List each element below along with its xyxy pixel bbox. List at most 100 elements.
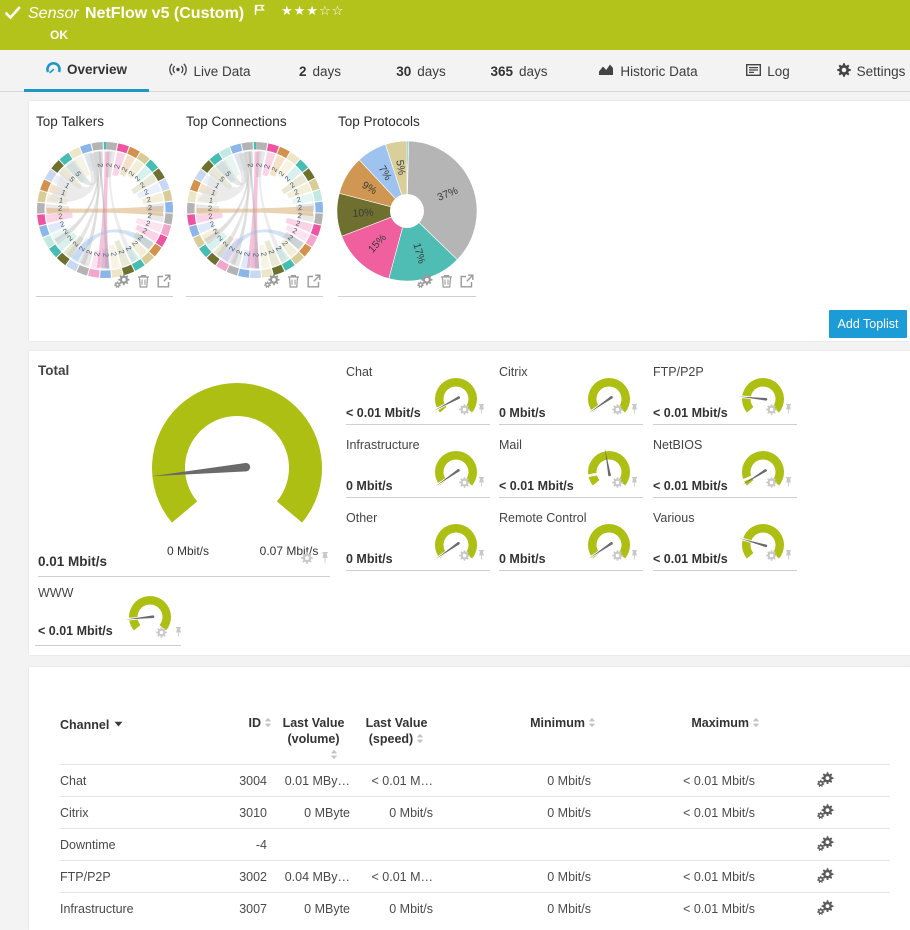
gauge-settings-gear-icon[interactable] (612, 548, 623, 566)
gauge-settings-gear-icon[interactable] (612, 475, 623, 493)
tab-settings[interactable]: Settings (830, 50, 910, 92)
table-row-infrastructure[interactable]: Infrastructure 3007 0 MByte 0 Mbit/s 0 M… (60, 892, 890, 925)
toplist-top-protocols: Top Protocols 37% 17% 15% 10% 9% 7% 5% (336, 111, 478, 297)
table-row-chat[interactable]: Chat 3004 0.01 MBy… < 0.01 M… 0 Mbit/s <… (60, 764, 890, 797)
gauge-pin-icon[interactable] (630, 475, 639, 493)
gauge-settings-gear-icon[interactable] (612, 402, 623, 420)
sort-arrows-icon (588, 716, 596, 732)
svg-text:2: 2 (132, 174, 141, 183)
toplist-settings-gears-icon[interactable] (264, 274, 280, 293)
svg-text:2: 2 (65, 233, 74, 243)
cell-actions (760, 828, 890, 861)
tab-label: days (519, 63, 548, 79)
table-row-ftp-p2p[interactable]: FTP/P2P 3002 0.04 MBy… < 0.01 M… 0 Mbit/… (60, 860, 890, 893)
cell-minimum: 0 Mbit/s (438, 860, 596, 893)
channel-settings-gears-icon[interactable] (816, 771, 834, 790)
toplist-delete-trash-icon[interactable] (440, 274, 453, 293)
gauge-cell-citrix: Citrix 0 Mbit/s (499, 352, 643, 425)
gauge-pin-icon[interactable] (477, 475, 486, 493)
cell-maximum: < 0.01 Mbit/s (596, 796, 760, 829)
cell-actions (760, 796, 890, 829)
priority-stars[interactable]: ★★★☆☆ (281, 4, 345, 19)
column-header-last-value-volume[interactable]: Last Value (volume) (272, 687, 355, 765)
gauge-channel-name: Total (38, 363, 70, 378)
svg-text:5: 5 (73, 170, 83, 179)
svg-text:2: 2 (145, 195, 151, 205)
toplist-settings-gears-icon[interactable] (114, 274, 130, 293)
channel-settings-gears-icon[interactable] (816, 867, 834, 886)
gauge-settings-gear-icon[interactable] (459, 402, 470, 420)
cell-channel[interactable]: Downtime (60, 828, 236, 861)
cell-id: 3002 (236, 860, 272, 893)
svg-text:1: 1 (208, 195, 214, 205)
toplist-settings-gears-icon[interactable] (417, 274, 433, 293)
channel-settings-gears-icon[interactable] (816, 899, 834, 918)
gauge-pin-icon[interactable] (174, 625, 183, 643)
add-toplist-button[interactable]: Add Toplist (829, 310, 907, 338)
tab-overview[interactable]: Overview (24, 50, 149, 92)
column-header-minimum[interactable]: Minimum (438, 687, 596, 765)
cell-id: 3007 (236, 892, 272, 925)
toplist-delete-trash-icon[interactable] (287, 274, 300, 293)
cell-channel[interactable]: Citrix (60, 796, 236, 829)
tab-historic-data[interactable]: Historic Data (588, 50, 708, 92)
priority-flag-icon[interactable] (254, 3, 265, 21)
toplist-delete-trash-icon[interactable] (137, 274, 150, 293)
gauge-dial (737, 446, 789, 503)
gauge-settings-gear-icon[interactable] (301, 551, 313, 569)
toplist-open-external-link-icon[interactable] (307, 274, 321, 293)
toplist-open-external-link-icon[interactable] (460, 274, 474, 293)
gauge-pin-icon[interactable] (784, 402, 793, 420)
gauge-pin-icon[interactable] (630, 402, 639, 420)
toplist-title: Top Connections (186, 114, 287, 129)
svg-text:2: 2 (242, 251, 252, 257)
cell-minimum: 0 Mbit/s (438, 796, 596, 829)
tab-log[interactable]: Log (738, 50, 798, 92)
channel-table-panel: Channel ID Last Value (volume) Last Value… (29, 667, 910, 930)
gauge-pin-icon[interactable] (477, 402, 486, 420)
cell-last-value-speed: 0 Mbit/s (355, 892, 438, 925)
cell-channel[interactable]: FTP/P2P (60, 860, 236, 893)
toplist-open-external-link-icon[interactable] (157, 274, 171, 293)
tab-label: Live Data (193, 63, 251, 79)
tab-365-days[interactable]: 365 days (480, 50, 558, 92)
cell-channel[interactable]: Infrastructure (60, 892, 236, 925)
table-row-downtime[interactable]: Downtime -4 (60, 828, 890, 861)
table-row-citrix[interactable]: Citrix 3010 0 MByte 0 Mbit/s 0 Mbit/s < … (60, 796, 890, 829)
gauge-settings-gear-icon[interactable] (459, 475, 470, 493)
tab-live-data[interactable]: Live Data (160, 50, 260, 92)
gauge-pin-icon[interactable] (784, 548, 793, 566)
cell-channel[interactable]: Chat (60, 764, 236, 797)
gauge-pin-icon[interactable] (320, 551, 330, 569)
gauge-min-label: 0 Mbit/s (166, 544, 209, 558)
gauge-settings-gear-icon[interactable] (459, 548, 470, 566)
gauge-settings-gear-icon[interactable] (766, 402, 777, 420)
column-header-maximum[interactable]: Maximum (596, 687, 760, 765)
cell-id: 3004 (236, 764, 272, 797)
gauge-value: < 0.01 Mbit/s (653, 552, 728, 566)
channel-settings-gears-icon[interactable] (816, 803, 834, 822)
cell-minimum: 0 Mbit/s (438, 764, 596, 797)
gauge-settings-gear-icon[interactable] (766, 475, 777, 493)
column-header-last-value-speed[interactable]: Last Value (speed) (355, 687, 438, 765)
gauge-settings-gear-icon[interactable] (766, 548, 777, 566)
tab-30-days[interactable]: 30 days (386, 50, 456, 92)
column-header-channel[interactable]: Channel (60, 687, 236, 765)
gauge-channel-name: Various (653, 511, 695, 525)
gauge-pin-icon[interactable] (784, 475, 793, 493)
svg-text:2: 2 (234, 249, 244, 256)
channel-settings-gears-icon[interactable] (816, 835, 834, 854)
tab-2-days[interactable]: 2 days (288, 50, 352, 92)
total-gauge-dial (142, 373, 332, 568)
column-header-id[interactable]: ID (236, 687, 272, 765)
svg-text:1: 1 (209, 188, 216, 198)
gauge-pin-icon[interactable] (630, 548, 639, 566)
cell-minimum: 0 Mbit/s (438, 892, 596, 925)
gauge-cell-various: Various < 0.01 Mbit/s (653, 498, 797, 571)
cell-last-value-volume (272, 828, 355, 861)
gauge-settings-gear-icon[interactable] (156, 625, 167, 643)
gauge-pin-icon[interactable] (477, 548, 486, 566)
top-protocols-donut-chart[interactable]: 37% 17% 15% 10% 9% 7% 5% (334, 138, 480, 289)
